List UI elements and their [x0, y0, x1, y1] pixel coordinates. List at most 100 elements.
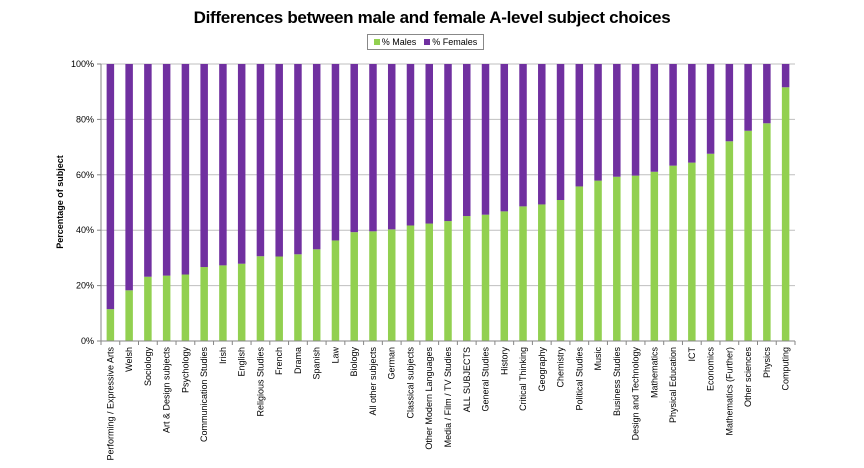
x-tick-label: Chemistry: [556, 347, 566, 388]
x-tick-label: Law: [330, 347, 340, 364]
x-tick-label: Computing: [781, 347, 791, 391]
y-tick-label: 100%: [71, 59, 94, 69]
bar-males: [575, 186, 584, 341]
bar-females: [444, 64, 452, 222]
bar-females: [613, 64, 621, 177]
y-tick-label: 20%: [76, 281, 94, 291]
bar-males: [256, 256, 265, 341]
bar-males: [350, 232, 358, 341]
bar-females: [538, 64, 546, 205]
bars: [106, 64, 790, 341]
x-tick-label: Drama: [293, 347, 303, 374]
bar-females: [688, 64, 696, 163]
bar-females: [406, 64, 415, 226]
x-tick-label: Performing / Expressive Arts: [105, 347, 115, 461]
x-tick-label: ALL SUBJECTS: [462, 347, 472, 412]
bar-males: [519, 206, 527, 341]
bar-males: [387, 229, 396, 341]
bar-females: [744, 64, 752, 131]
bar-females: [725, 64, 734, 142]
x-tick-label: Psychology: [180, 347, 190, 394]
bar-females: [706, 64, 715, 154]
x-tick-label: French: [274, 347, 284, 375]
bar-males: [406, 225, 415, 341]
bar-females: [350, 64, 358, 233]
bar-males: [481, 214, 490, 341]
y-tick-label: 80%: [76, 114, 94, 124]
x-tick-label: ICT: [687, 347, 697, 362]
x-tick-label: Design and Technology: [631, 347, 641, 441]
bar-males: [594, 180, 602, 341]
x-tick-label: Business Studies: [612, 347, 622, 417]
x-tick-label: Mathematics: [649, 347, 659, 399]
bar-females: [500, 64, 509, 212]
bar-males: [275, 256, 283, 341]
legend-swatch-females: [424, 39, 431, 45]
bar-males: [181, 274, 190, 341]
bar-females: [181, 64, 190, 275]
bar-males: [556, 200, 565, 341]
legend-label-males: % Males: [381, 37, 417, 47]
x-tick-label: Art & Design subjects: [162, 347, 172, 434]
bar-females: [575, 64, 584, 187]
bar-males: [781, 87, 790, 341]
bar-males: [650, 171, 659, 341]
x-tick-label: Communication Studies: [199, 347, 209, 443]
bar-females: [237, 64, 246, 264]
axes: [97, 63, 796, 345]
x-tick-label: Irish: [218, 347, 228, 364]
bar-females: [369, 64, 377, 232]
bar-females: [125, 64, 133, 291]
y-tick-label: 40%: [76, 225, 94, 235]
bar-males: [444, 221, 452, 341]
bar-females: [294, 64, 302, 255]
bar-females: [763, 64, 771, 124]
y-tick-labels: 0% 20% 40% 60% 80% 100%: [71, 59, 94, 346]
bar-females: [650, 64, 659, 172]
x-tick-label: English: [237, 347, 247, 377]
bar-males: [500, 211, 509, 341]
bar-females: [781, 64, 790, 88]
x-tick-label: Media / Film / TV Studies: [443, 347, 453, 448]
bar-males: [538, 204, 546, 341]
x-tick-label: Sociology: [143, 347, 153, 387]
x-tick-labels: Performing / Expressive Arts Welsh Sociolo…: [105, 347, 790, 461]
bar-males: [688, 162, 696, 341]
bar-males: [200, 267, 208, 341]
x-tick-label: Geography: [537, 347, 547, 392]
bar-females: [631, 64, 640, 176]
legend-item-males: % Males: [373, 37, 417, 47]
bar-males: [613, 176, 621, 341]
bar-females: [481, 64, 490, 215]
bar-females: [594, 64, 602, 181]
x-tick-label: Welsh: [124, 347, 134, 372]
x-tick-label: Political Studies: [574, 347, 584, 411]
x-tick-label: Physical Education: [668, 347, 678, 423]
x-tick-label: Critical Thinking: [518, 347, 528, 411]
legend-item-females: % Females: [424, 37, 477, 47]
bar-females: [275, 64, 283, 257]
bar-males: [125, 290, 133, 341]
bar-males: [331, 240, 340, 341]
x-tick-label: German: [387, 347, 397, 380]
bar-females: [669, 64, 677, 166]
bar-females: [519, 64, 527, 207]
bar-males: [725, 141, 734, 341]
bar-males: [144, 276, 152, 341]
bar-males: [744, 130, 752, 341]
x-tick-label: Music: [593, 347, 603, 371]
y-axis-title: Percentage of subject: [55, 155, 65, 249]
bar-females: [331, 64, 340, 241]
bar-females: [162, 64, 171, 276]
bar-females: [144, 64, 152, 277]
bar-females: [556, 64, 565, 201]
bar-males: [219, 265, 227, 341]
bar-males: [294, 254, 302, 341]
x-tick-label: Spanish: [312, 347, 322, 380]
bar-females: [219, 64, 227, 266]
x-tick-label: Classical subjects: [405, 347, 415, 419]
x-tick-label: General Studies: [481, 347, 491, 412]
x-tick-label: Mathematics (Further): [724, 347, 734, 436]
legend-label-females: % Females: [432, 37, 478, 47]
bar-females: [256, 64, 265, 257]
